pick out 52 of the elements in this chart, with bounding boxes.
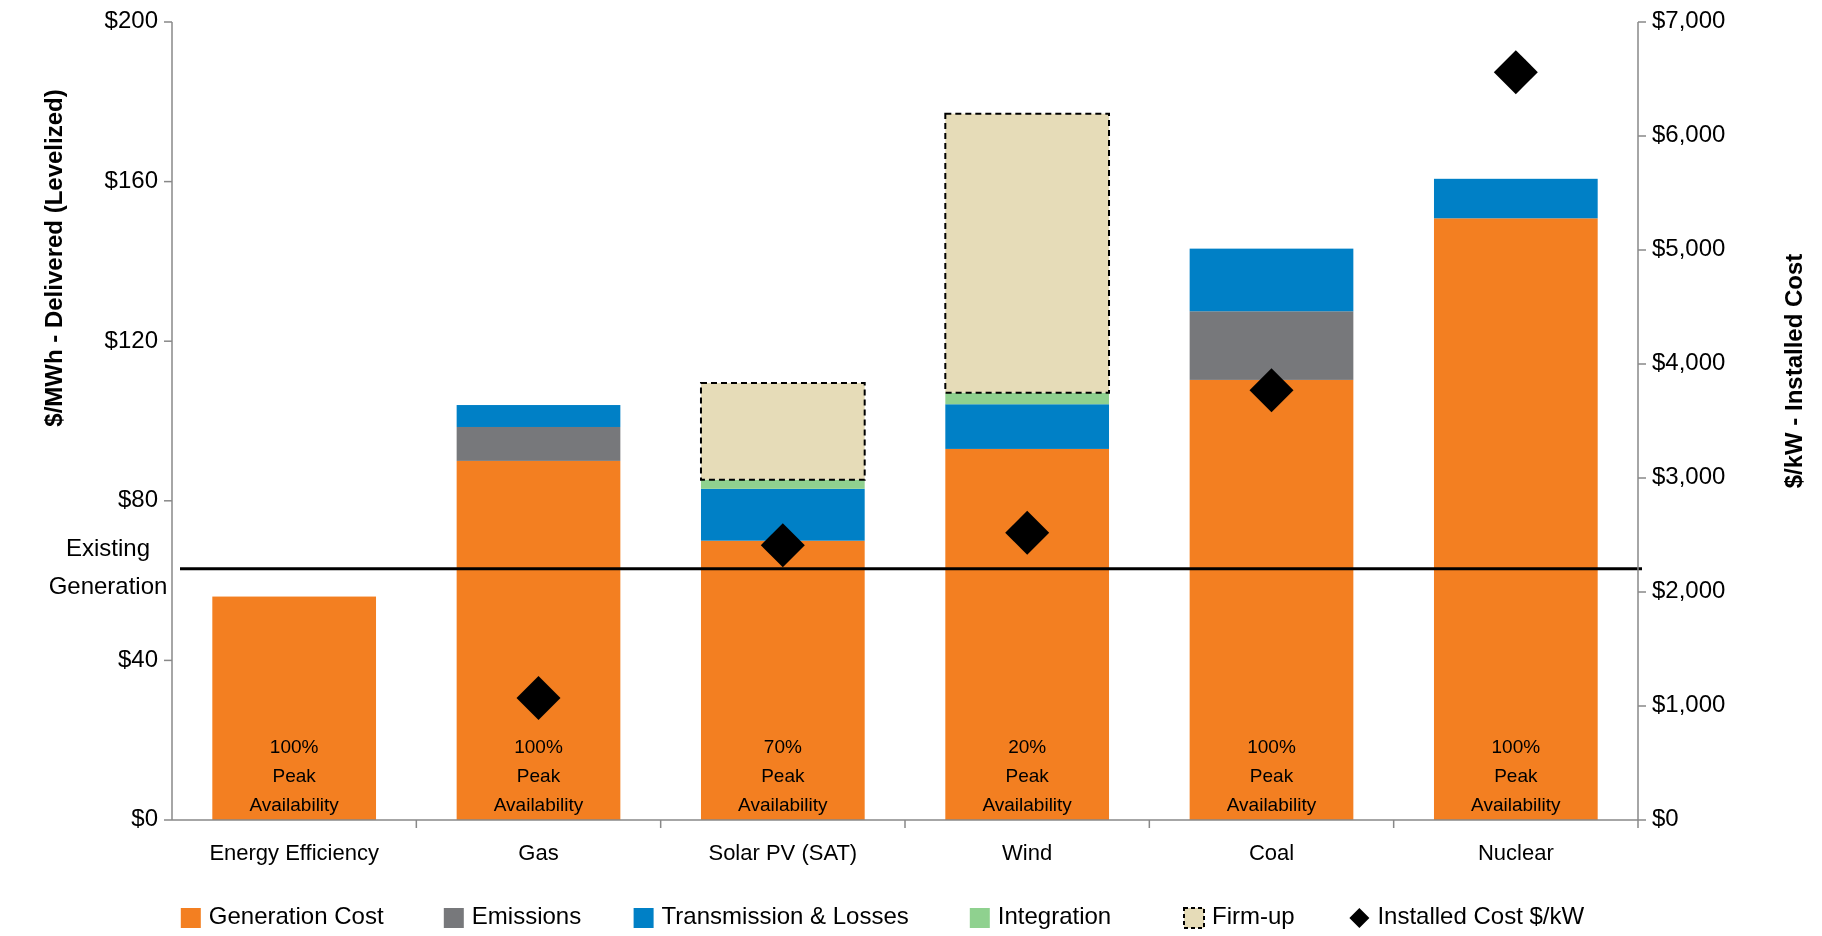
bar xyxy=(456,426,621,461)
y-tick-label: $200 xyxy=(104,6,158,34)
x-tick-label: Energy Efficiency xyxy=(209,840,379,865)
ref-line-label: Existing Generation xyxy=(48,533,168,599)
bar xyxy=(700,488,865,541)
y2-axis-title: $/kW - Installed Cost xyxy=(1780,253,1807,489)
x-tick-label: Solar PV (SAT) xyxy=(708,840,858,865)
legend-label: Integration xyxy=(997,902,1112,930)
bar xyxy=(945,448,1110,820)
y-axis-title: $/MWh - Delivered (Levelized) xyxy=(40,89,67,427)
annotation: 100% Peak Availability xyxy=(493,736,584,816)
y-tick-label: $40 xyxy=(117,644,158,672)
bar xyxy=(944,112,1111,394)
x-tick-label: Nuclear xyxy=(1477,840,1554,865)
bar xyxy=(1189,311,1354,380)
y2-tick-label: $5,000 xyxy=(1652,234,1726,262)
x-tick-label: Gas xyxy=(518,840,559,865)
bar xyxy=(1433,218,1598,820)
legend-label: Firm-up xyxy=(1212,902,1295,930)
y2-tick-label: $6,000 xyxy=(1652,120,1726,148)
y2-tick-label: $1,000 xyxy=(1652,690,1726,718)
y-tick-label: $160 xyxy=(104,165,158,193)
annotation: 100% Peak Availability xyxy=(249,736,340,816)
y2-tick-label: $7,000 xyxy=(1652,6,1726,34)
bar xyxy=(1433,178,1598,219)
y2-tick-label: $2,000 xyxy=(1652,576,1726,604)
y-tick-label: $80 xyxy=(117,485,158,513)
bar xyxy=(945,392,1110,405)
y-tick-label: $0 xyxy=(131,804,158,832)
bar xyxy=(212,596,377,820)
bar xyxy=(700,540,865,820)
legend-label: Transmission & Losses xyxy=(661,902,909,930)
bar xyxy=(945,404,1110,449)
legend-label: Installed Cost $/kW xyxy=(1377,902,1585,930)
bar xyxy=(1189,248,1354,312)
bar xyxy=(1189,379,1354,820)
legend-label: Generation Cost xyxy=(208,902,384,930)
y2-tick-label: $4,000 xyxy=(1652,348,1726,376)
annotation: 70% Peak Availability xyxy=(738,736,829,816)
bar xyxy=(456,460,621,820)
bar xyxy=(456,405,621,427)
x-tick-label: Wind xyxy=(1002,840,1053,865)
bar xyxy=(699,382,866,481)
y2-tick-label: $0 xyxy=(1652,804,1679,832)
annotation: 20% Peak Availability xyxy=(982,736,1073,816)
y2-tick-label: $3,000 xyxy=(1652,462,1726,490)
bar xyxy=(700,479,865,489)
x-tick-label: Coal xyxy=(1248,840,1295,865)
annotation: 100% Peak Availability xyxy=(1226,736,1317,816)
y-tick-label: $120 xyxy=(104,325,158,353)
annotation: 100% Peak Availability xyxy=(1471,736,1562,816)
legend-label: Emissions xyxy=(471,902,582,930)
